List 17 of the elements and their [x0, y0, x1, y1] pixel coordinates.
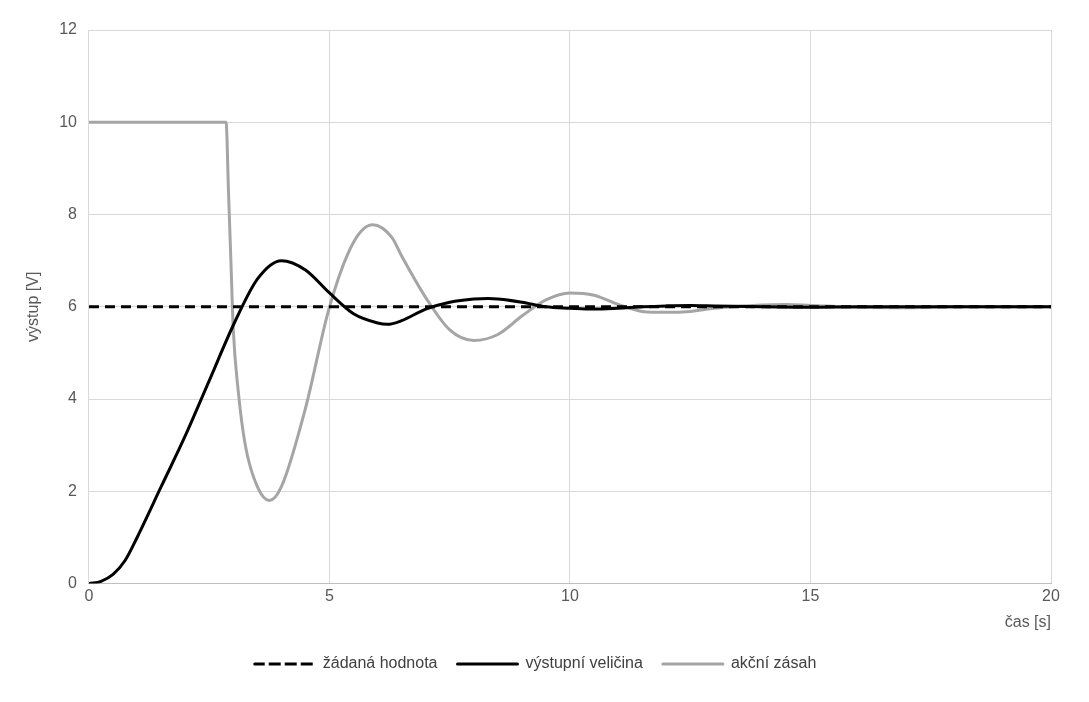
- y-tick-label: 2: [68, 481, 78, 499]
- y-tick-label: 10: [59, 112, 78, 130]
- x-tick-label: 5: [325, 586, 335, 604]
- legend-label: akční zásah: [730, 654, 817, 672]
- x-tick-label: 20: [1042, 586, 1060, 604]
- legend-label: žádaná hodnota: [322, 654, 438, 672]
- y-axis-title: výstup [V]: [24, 271, 42, 342]
- y-tick-label: 8: [68, 204, 78, 222]
- legend-label: výstupní veličina: [525, 654, 643, 672]
- x-tick-label: 0: [84, 586, 94, 604]
- x-tick-label: 15: [801, 586, 820, 604]
- y-tick-label: 6: [68, 297, 78, 315]
- y-tick-label: 4: [68, 389, 78, 407]
- y-tick-label: 0: [68, 574, 78, 592]
- x-axis-title: čas [s]: [1004, 612, 1051, 630]
- x-tick-label: 10: [561, 586, 579, 604]
- y-tick-label: 12: [59, 20, 78, 38]
